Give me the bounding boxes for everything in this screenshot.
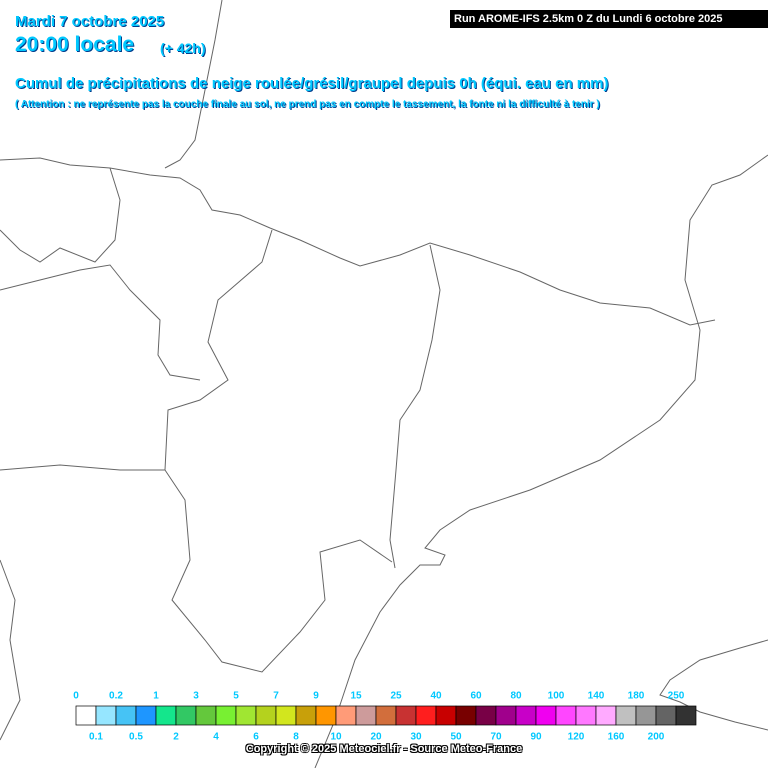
legend-swatch xyxy=(135,705,157,726)
legend-label: 7 xyxy=(273,691,279,702)
border xyxy=(0,559,21,741)
legend-swatch xyxy=(635,705,657,726)
border xyxy=(389,244,441,569)
legend-swatch xyxy=(95,705,117,726)
legend-swatch xyxy=(375,705,397,726)
border xyxy=(0,264,201,381)
legend-label: 6 xyxy=(253,732,259,743)
legend-swatch xyxy=(275,705,297,726)
legend-label: 70 xyxy=(490,732,502,743)
legend-swatch xyxy=(415,705,437,726)
legend-swatch xyxy=(115,705,137,726)
legend-swatch xyxy=(235,705,257,726)
legend-swatch xyxy=(655,705,677,726)
lead-time: (+ 42h) xyxy=(160,40,206,56)
legend-label: 80 xyxy=(510,691,522,702)
legend-label: 40 xyxy=(430,691,442,702)
legend-swatch xyxy=(355,705,377,726)
legend-label: 9 xyxy=(313,691,319,702)
legend-swatch xyxy=(175,705,197,726)
legend-label: 8 xyxy=(293,732,299,743)
legend-swatch xyxy=(515,705,537,726)
legend-swatch xyxy=(215,705,237,726)
legend-swatch xyxy=(395,705,417,726)
legend-swatch xyxy=(315,705,337,726)
legend-swatch xyxy=(475,705,497,726)
legend-label: 100 xyxy=(548,691,565,702)
coastline xyxy=(314,154,768,768)
legend-swatch xyxy=(555,705,577,726)
legend-label: 60 xyxy=(470,691,482,702)
legend-label: 4 xyxy=(213,732,219,743)
legend-label: 90 xyxy=(530,732,542,743)
legend-swatch xyxy=(535,705,557,726)
legend-swatch xyxy=(615,705,637,726)
date: Mardi 7 octobre 2025 xyxy=(15,13,165,30)
legend-label: 5 xyxy=(233,691,239,702)
legend-label: 200 xyxy=(648,732,665,743)
legend-label: 120 xyxy=(568,732,585,743)
coastline xyxy=(164,0,223,169)
border xyxy=(0,167,121,263)
legend-swatch xyxy=(295,705,317,726)
legend-label: 50 xyxy=(450,732,462,743)
border xyxy=(0,464,165,471)
border xyxy=(0,157,716,326)
legend-swatch xyxy=(155,705,177,726)
legend-swatch xyxy=(575,705,597,726)
legend-label: 10 xyxy=(330,732,342,743)
legend-label: 250 xyxy=(668,691,685,702)
legend-swatch xyxy=(455,705,477,726)
legend-label: 180 xyxy=(628,691,645,702)
border xyxy=(164,229,393,673)
legend-label: 1 xyxy=(153,691,159,702)
legend-label: 3 xyxy=(193,691,199,702)
island xyxy=(659,639,768,731)
legend-label: 0.1 xyxy=(89,732,103,743)
note: ( Attention : ne représente pas la couch… xyxy=(15,99,600,110)
legend-swatch xyxy=(255,705,277,726)
legend-swatch xyxy=(495,705,517,726)
legend-label: 140 xyxy=(588,691,605,702)
run-info: Run AROME-IFS 2.5km 0 Z du Lundi 6 octob… xyxy=(450,10,768,28)
legend-label: 160 xyxy=(608,732,625,743)
legend-swatch xyxy=(75,705,97,726)
legend-label: 0.5 xyxy=(129,732,143,743)
legend-label: 15 xyxy=(350,691,362,702)
legend-label: 25 xyxy=(390,691,402,702)
legend-label: 2 xyxy=(173,732,179,743)
legend-swatch xyxy=(435,705,457,726)
legend-label: 20 xyxy=(370,732,382,743)
legend-swatch xyxy=(595,705,617,726)
legend-swatch xyxy=(675,705,697,726)
legend-swatch xyxy=(195,705,217,726)
legend-label: 0 xyxy=(73,691,79,702)
legend-swatch xyxy=(335,705,357,726)
legend-label: 0.2 xyxy=(109,691,123,702)
title: Cumul de précipitations de neige roulée/… xyxy=(15,75,609,92)
legend-label: 30 xyxy=(410,732,422,743)
time: 20:00 locale xyxy=(15,33,135,56)
copyright: Copyright © 2025 Meteociel.fr - Source M… xyxy=(245,743,523,755)
